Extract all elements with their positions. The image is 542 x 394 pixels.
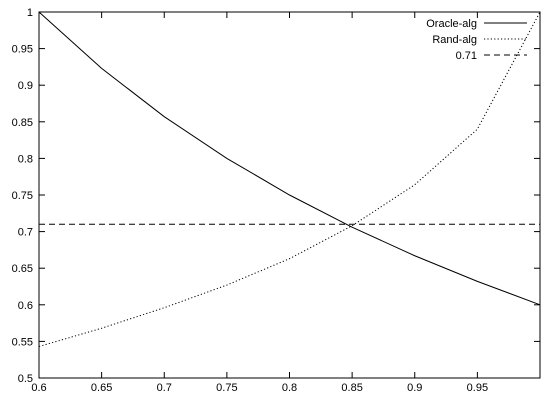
y-tick-label: 0.9 <box>18 80 33 92</box>
legend: Oracle-alg Rand-alg 0.71 <box>426 18 527 62</box>
x-tick-label: 0.65 <box>91 382 112 394</box>
y-tick-label: 0.5 <box>18 373 33 385</box>
y-tick-label: 0.6 <box>18 300 33 312</box>
x-tick-label: 0.9 <box>407 382 422 394</box>
x-axis-ticks: 0.6 0.65 0.7 0.75 0.8 0.85 0.9 0.95 <box>31 12 488 394</box>
y-tick-label: 0.8 <box>18 153 33 165</box>
y-tick-label: 0.85 <box>12 117 33 129</box>
x-tick-label: 0.85 <box>341 382 362 394</box>
y-tick-label: 0.95 <box>12 44 33 56</box>
series-lines <box>38 11 541 347</box>
series-line-rand-alg <box>38 11 541 347</box>
legend-label: Oracle-alg <box>426 18 477 30</box>
legend-label: 0.71 <box>456 50 477 62</box>
x-tick-label: 0.75 <box>216 382 237 394</box>
y-tick-label: 0.55 <box>12 336 33 348</box>
y-tick-label: 0.7 <box>18 227 33 239</box>
y-tick-label: 0.65 <box>12 263 33 275</box>
legend-label: Rand-alg <box>432 34 477 46</box>
x-tick-label: 0.95 <box>467 382 488 394</box>
y-tick-label: 1 <box>27 7 33 19</box>
y-axis-ticks: 0.5 0.55 0.6 0.65 0.7 0.75 0.8 0.85 0.9 0.95 1 <box>12 7 540 385</box>
series-line-oracle-alg <box>38 11 541 306</box>
y-tick-label: 0.75 <box>12 190 33 202</box>
x-tick-label: 0.6 <box>31 382 46 394</box>
x-tick-label: 0.8 <box>282 382 297 394</box>
x-tick-label: 0.7 <box>157 382 172 394</box>
